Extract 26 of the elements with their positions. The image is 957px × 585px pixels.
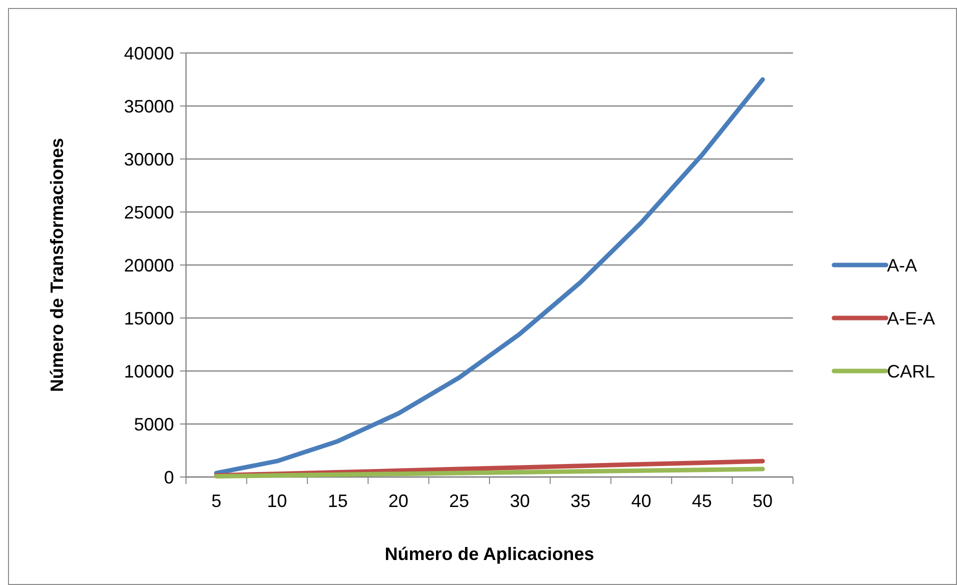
x-tick-label: 45 — [692, 491, 712, 511]
legend-label: A-E-A — [887, 308, 936, 328]
x-tick-label: 10 — [267, 491, 288, 511]
x-tick-label: 50 — [752, 491, 773, 511]
y-tick-label: 5000 — [134, 414, 174, 434]
legend-label: CARL — [887, 361, 936, 382]
y-tick-label: 20000 — [124, 255, 174, 276]
x-tick-label: 25 — [449, 491, 470, 511]
y-tick-label: 15000 — [124, 308, 174, 328]
x-tick-label: 15 — [328, 491, 348, 511]
x-tick-label: 5 — [211, 491, 222, 511]
legend-label: A-A — [887, 255, 918, 276]
y-axis-title: Número de Transformaciones — [47, 138, 67, 392]
y-tick-label: 25000 — [124, 202, 174, 222]
x-axis-title: Número de Aplicaciones — [384, 544, 594, 564]
x-tick-label: 20 — [388, 491, 408, 511]
y-tick-label: 40000 — [124, 43, 174, 64]
line-series — [214, 77, 765, 476]
x-tick-label: 30 — [510, 491, 530, 511]
x-tick-label: 40 — [631, 491, 652, 511]
line-series — [214, 466, 765, 478]
y-tick-label: 35000 — [124, 96, 174, 116]
y-tick-label: 10000 — [124, 361, 174, 382]
y-tick-label: 0 — [164, 467, 174, 488]
y-tick-label: 30000 — [124, 149, 174, 170]
x-tick-label: 35 — [570, 491, 591, 511]
